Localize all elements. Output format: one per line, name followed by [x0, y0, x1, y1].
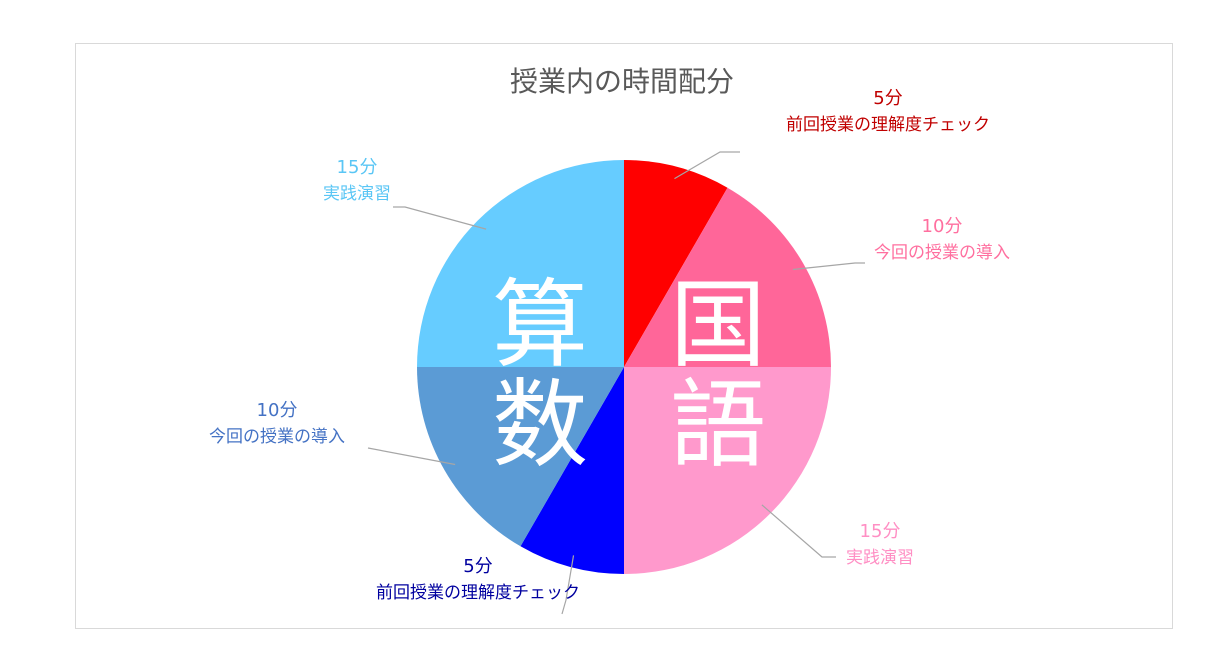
pie-slice-4	[520, 367, 624, 574]
group-label-char-1-2: 語	[670, 369, 766, 481]
slice-name-label-5: 今回の授業の導入	[209, 427, 345, 447]
slice-name-label-1: 前回授業の理解度チェック	[786, 115, 990, 135]
slice-name-label-3: 実践演習	[846, 548, 914, 568]
slice-value-label-4: 5分	[463, 556, 492, 577]
slice-value-label-6: 15分	[337, 157, 378, 178]
leader-line-1	[674, 151, 740, 180]
leader-line-3	[761, 504, 836, 558]
slice-value-label-2: 10分	[922, 216, 963, 237]
group-label-char-2-1: 算	[492, 269, 588, 381]
slice-name-label-6: 実践演習	[323, 184, 391, 204]
slice-value-label-1: 5分	[873, 88, 902, 109]
slice-value-label-3: 15分	[860, 521, 901, 542]
pie-slice-3	[624, 367, 831, 574]
pie-slice-2	[624, 187, 831, 367]
leader-line-2	[792, 262, 865, 271]
slice-value-label-5: 10分	[257, 400, 298, 421]
leader-line-5	[367, 447, 456, 466]
leader-line-4	[561, 555, 575, 615]
pie-slice-1	[624, 160, 728, 367]
slice-name-label-2: 今回の授業の導入	[874, 243, 1010, 263]
leader-line-6	[393, 206, 487, 230]
pie-slice-6	[417, 160, 624, 367]
chart-title: 授業内の時間配分	[509, 65, 734, 98]
group-label-char-2-2: 数	[492, 369, 588, 481]
group-label-char-1-1: 国	[670, 269, 766, 381]
pie-slice-5	[417, 367, 624, 547]
slice-name-label-4: 前回授業の理解度チェック	[376, 583, 580, 603]
